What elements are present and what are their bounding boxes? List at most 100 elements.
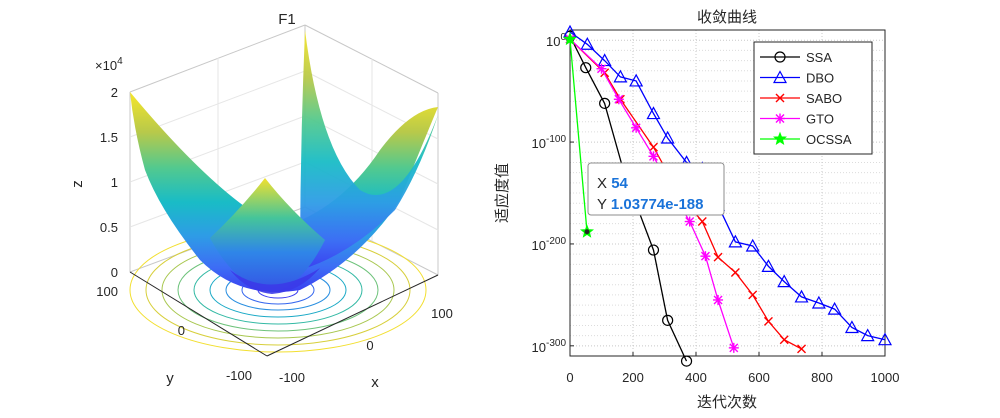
x-axis-label: x	[371, 374, 379, 391]
legend-label: DBO	[806, 71, 834, 86]
data-point	[748, 290, 758, 300]
x-tick-label: 100	[431, 306, 453, 321]
datatip-anchor	[584, 229, 590, 235]
surface-title: F1	[278, 11, 296, 28]
z-tick-label: 1.5	[100, 130, 118, 145]
y-tick-label: -100	[226, 368, 252, 383]
series-line-ocssa	[569, 39, 588, 232]
datatip-x-value: 54	[611, 175, 628, 192]
legend-label: SSA	[806, 50, 832, 65]
data-point	[647, 244, 660, 256]
data-point	[797, 344, 807, 354]
data-point	[646, 106, 661, 120]
data-point	[779, 335, 789, 345]
surface-bottom	[230, 268, 320, 294]
y-tick-label: 0	[178, 323, 185, 338]
plot-area-frame	[569, 29, 886, 357]
legend-marker	[775, 113, 785, 124]
data-point	[811, 295, 826, 309]
data-point	[713, 252, 723, 262]
surface-right-wing	[300, 30, 438, 270]
data-point	[777, 274, 792, 288]
data-point	[700, 251, 711, 262]
y-tick-labels: 100 0 -100	[96, 284, 252, 383]
conv-y-tick-label: 100	[546, 32, 566, 49]
legend-marker	[772, 70, 788, 84]
legend-item-dbo: DBO	[760, 70, 834, 86]
legend-item-gto: GTO	[760, 112, 834, 127]
z-tick-label: 2	[111, 85, 118, 100]
data-point	[580, 62, 592, 74]
data-point	[844, 320, 859, 334]
data-point	[827, 301, 842, 315]
z-tick-label: 1	[111, 175, 118, 190]
legend-marker	[775, 93, 785, 103]
datatip[interactable]: X 54 Y 1.03774e-188	[587, 162, 725, 216]
legend-label: SABO	[806, 91, 842, 106]
conv-x-tick-label: 1000	[871, 370, 900, 385]
data-point	[684, 216, 695, 227]
x-tick-labels: 0 200 400 600 800 1000	[566, 370, 899, 385]
data-point	[660, 130, 675, 144]
datatip-y-value: 1.03774e-188	[611, 196, 704, 213]
legend-item-ssa: SSA	[760, 50, 832, 65]
y-axis-label: y	[166, 370, 174, 387]
legend[interactable]: SSA DBO SABO GTO OCSSA	[753, 41, 873, 155]
data-point	[580, 37, 595, 50]
x-tick-label: -100	[279, 370, 305, 385]
surface-back	[130, 92, 438, 292]
data-point	[697, 217, 707, 227]
x-tick-label: 0	[366, 338, 373, 353]
legend-marker	[773, 131, 787, 146]
contour-lines	[129, 227, 427, 353]
y-tick-labels: 100 10-100 10-200 10-300	[532, 32, 567, 355]
data-point	[728, 234, 743, 248]
legend-label: OCSSA	[806, 132, 852, 147]
data-point	[763, 316, 773, 326]
y-tick-label: 100	[96, 284, 118, 299]
conv-x-tick-label: 0	[566, 370, 573, 385]
conv-x-tick-label: 800	[811, 370, 833, 385]
data-point	[745, 238, 760, 252]
z-tick-label: 0	[111, 265, 118, 280]
data-point	[713, 294, 724, 305]
svg-text:X 54: X 54	[597, 175, 629, 192]
z-tick-label: 0.5	[100, 220, 118, 235]
data-point	[730, 267, 740, 277]
legend-item-sabo: SABO	[760, 91, 842, 106]
legend-marker	[774, 51, 786, 63]
conv-y-axis-label: 适应度值	[493, 163, 511, 223]
convergence-plot: 0 200 400 600 800 1000 10010-10010-20010-300 …	[493, 9, 899, 411]
conv-x-axis-label: 迭代次数	[697, 394, 757, 411]
data-point	[613, 69, 628, 83]
svg-text:Y 1.03774e-188: Y 1.03774e-188	[597, 196, 704, 213]
data-point	[794, 289, 809, 303]
x-tick-labels: -100 0 100	[279, 306, 453, 385]
conv-y-tick-label: 10-100	[532, 134, 567, 151]
conv-x-tick-label: 400	[685, 370, 707, 385]
data-point	[596, 63, 607, 74]
floor-box	[129, 271, 439, 357]
datatip-x-label: X	[597, 175, 607, 192]
data-point	[629, 73, 644, 87]
z-tick-labels: 0 0.5 1 1.5 2	[100, 85, 118, 280]
data-point	[648, 142, 658, 152]
legend-item-ocssa: OCSSA	[760, 131, 852, 147]
data-point	[599, 97, 611, 109]
data-point	[613, 94, 624, 105]
data-point	[877, 332, 893, 346]
conv-y-tick-label: 10-200	[532, 236, 567, 253]
data-point	[648, 151, 659, 162]
legend-label: GTO	[806, 112, 834, 127]
conv-y-tick-label: 10-300	[532, 338, 567, 355]
z-exponent-label: ×104	[95, 56, 123, 73]
data-point	[860, 328, 875, 342]
data-point	[680, 355, 693, 367]
data-point	[761, 259, 776, 272]
convergence-title: 收敛曲线	[697, 9, 757, 26]
data-point	[563, 31, 577, 46]
z-axis-label: z	[69, 180, 86, 188]
data-point	[728, 342, 739, 353]
